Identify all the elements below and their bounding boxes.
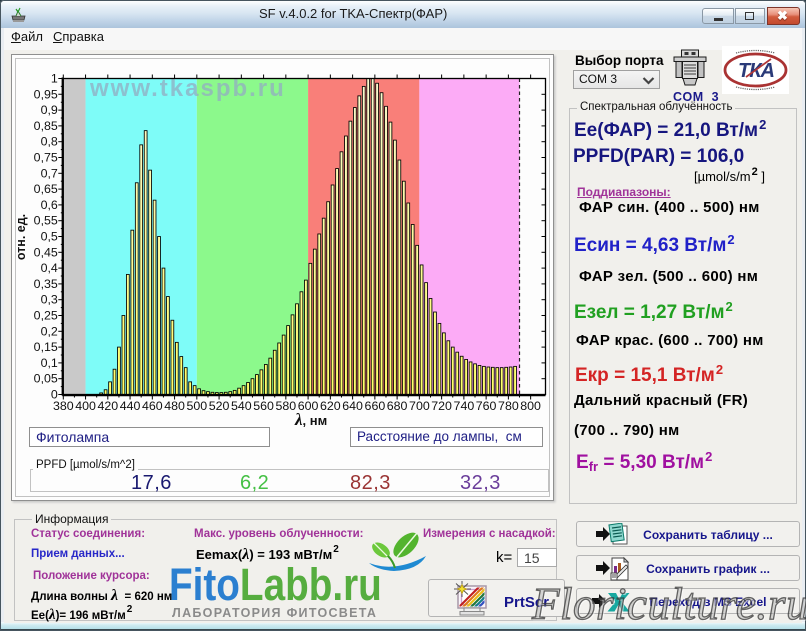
svg-text:500: 500 — [186, 399, 207, 413]
svg-text:www.tkaspb.ru: www.tkaspb.ru — [89, 75, 286, 102]
svg-text:0: 0 — [51, 388, 58, 402]
svg-text:0,6: 0,6 — [41, 198, 58, 212]
svg-text:380: 380 — [53, 399, 74, 413]
svg-text:0,5: 0,5 — [41, 230, 58, 244]
svg-text:780: 780 — [498, 399, 519, 413]
svg-text:0,9: 0,9 — [41, 103, 58, 117]
svg-text:540: 540 — [231, 399, 252, 413]
svg-text:0,95: 0,95 — [34, 87, 58, 101]
svg-text:0,2: 0,2 — [41, 324, 58, 338]
svg-text:0,05: 0,05 — [34, 372, 58, 386]
svg-text:0,4: 0,4 — [41, 261, 58, 275]
svg-text:460: 460 — [142, 399, 163, 413]
svg-text:0,45: 0,45 — [34, 245, 58, 259]
svg-text:740: 740 — [454, 399, 475, 413]
svg-text:ТКА: ТКА — [738, 60, 774, 82]
svg-text:640: 640 — [342, 399, 363, 413]
svg-text:440: 440 — [120, 399, 141, 413]
svg-text:λ, нм: λ, нм — [294, 410, 327, 429]
svg-text:0,65: 0,65 — [34, 182, 58, 196]
svg-text:0,55: 0,55 — [34, 214, 58, 228]
svg-text:680: 680 — [387, 399, 408, 413]
svg-text:700: 700 — [409, 399, 430, 413]
svg-text:0,1: 0,1 — [41, 356, 58, 370]
svg-text:420: 420 — [97, 399, 118, 413]
svg-text:560: 560 — [253, 399, 274, 413]
svg-text:520: 520 — [209, 399, 230, 413]
svg-text:620: 620 — [320, 399, 341, 413]
svg-text:1: 1 — [51, 72, 58, 86]
svg-text:660: 660 — [365, 399, 386, 413]
svg-text:400: 400 — [75, 399, 96, 413]
svg-text:580: 580 — [275, 399, 296, 413]
svg-text:0,35: 0,35 — [34, 277, 58, 291]
svg-text:0,7: 0,7 — [41, 166, 58, 180]
svg-text:0,25: 0,25 — [34, 309, 58, 323]
svg-text:720: 720 — [431, 399, 452, 413]
svg-text:760: 760 — [476, 399, 497, 413]
svg-text:480: 480 — [164, 399, 185, 413]
svg-text:600: 600 — [298, 399, 319, 413]
svg-text:0,75: 0,75 — [34, 151, 58, 165]
svg-text:0,85: 0,85 — [34, 119, 58, 133]
svg-text:800: 800 — [520, 399, 541, 413]
svg-text:0,8: 0,8 — [41, 135, 58, 149]
svg-text:0,3: 0,3 — [41, 293, 58, 307]
svg-text:0,15: 0,15 — [34, 340, 58, 354]
svg-text:отн. ед.: отн. ед. — [14, 214, 28, 260]
